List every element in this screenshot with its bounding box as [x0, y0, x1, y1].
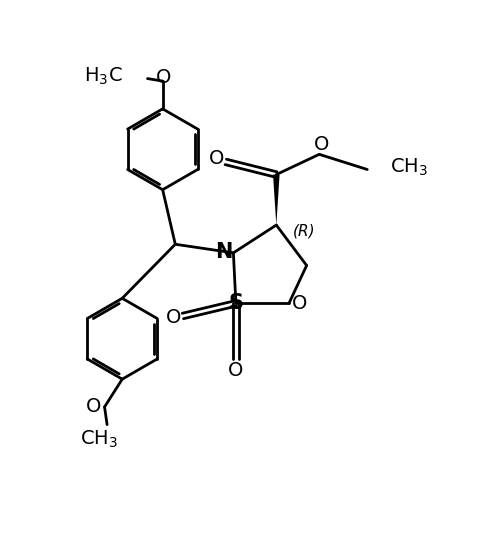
- Text: O: O: [209, 150, 224, 168]
- Text: O: O: [156, 68, 171, 86]
- Text: O: O: [314, 135, 330, 154]
- Text: H$_3$C: H$_3$C: [84, 65, 122, 87]
- Text: O: O: [228, 361, 244, 379]
- Text: O: O: [292, 294, 308, 313]
- Text: O: O: [166, 308, 182, 326]
- Text: S: S: [228, 293, 244, 314]
- Polygon shape: [273, 175, 279, 225]
- Text: N: N: [215, 242, 233, 262]
- Text: CH$_3$: CH$_3$: [81, 429, 119, 450]
- Text: O: O: [86, 397, 101, 416]
- Text: CH$_3$: CH$_3$: [390, 157, 428, 177]
- Text: (R): (R): [293, 224, 315, 239]
